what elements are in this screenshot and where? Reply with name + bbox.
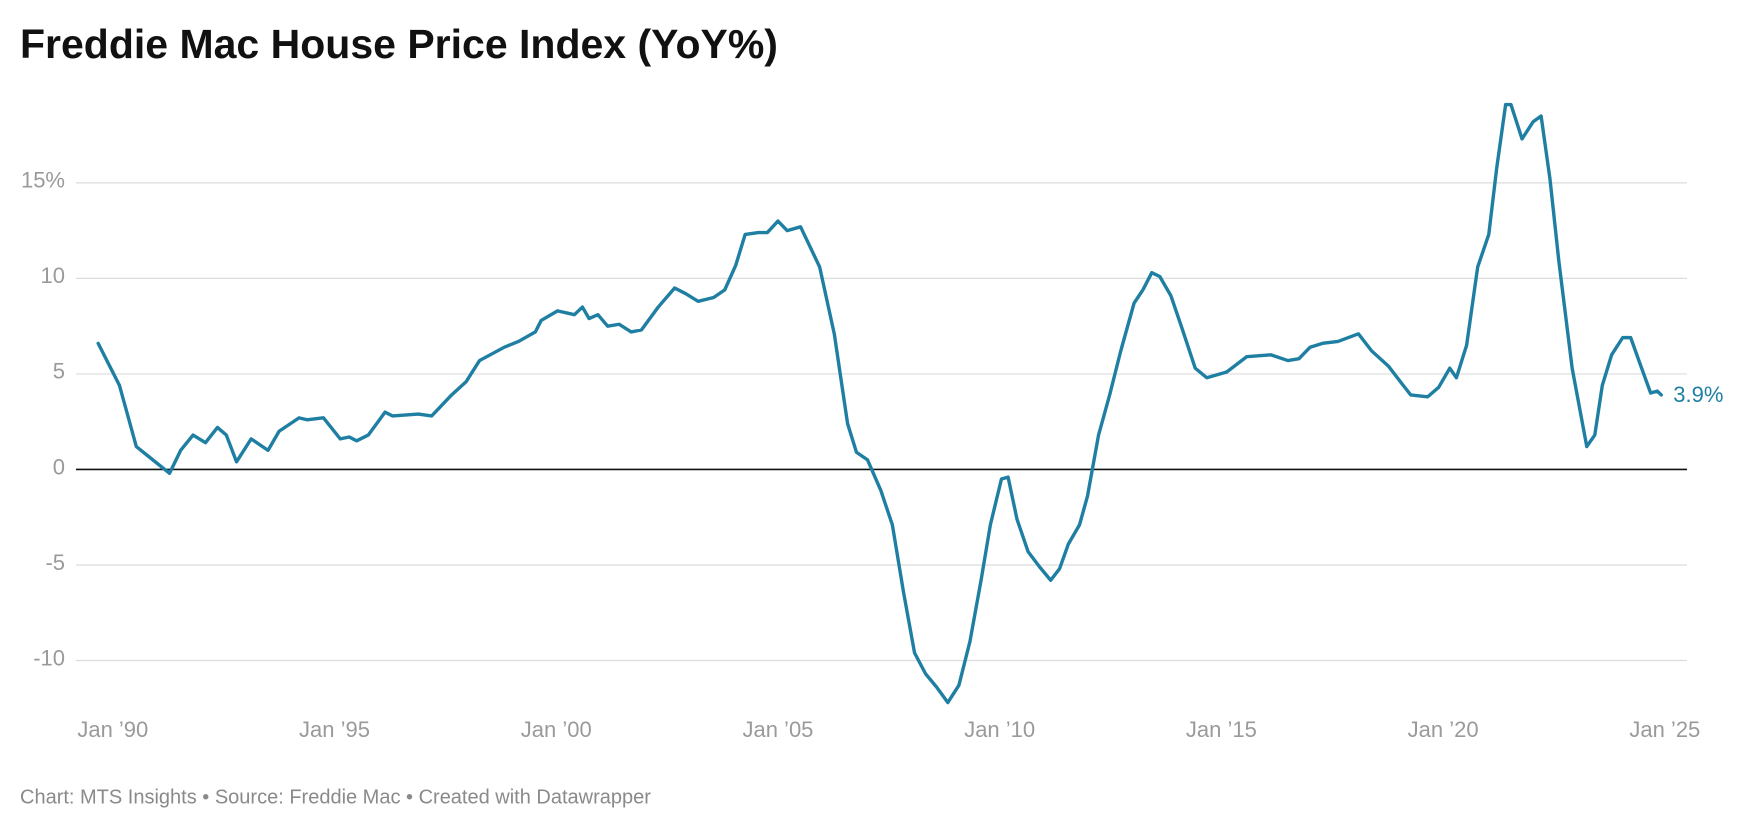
series-line xyxy=(96,102,1663,705)
y-tick-label: 15% xyxy=(21,168,65,193)
x-tick-label: Jan ’10 xyxy=(964,717,1035,742)
chart-source: Chart: MTS Insights • Source: Freddie Ma… xyxy=(20,786,651,808)
chart-title: Freddie Mac House Price Index (YoY%) xyxy=(20,21,778,67)
y-tick-label: 5 xyxy=(53,359,65,384)
x-tick-label: Jan ’20 xyxy=(1408,717,1479,742)
y-tick-label: 0 xyxy=(53,454,65,479)
x-tick-label: Jan ’25 xyxy=(1629,717,1700,742)
end-value-label: 3.9% xyxy=(1673,382,1723,407)
y-tick-label: -5 xyxy=(45,550,65,575)
x-tick-label: Jan ’15 xyxy=(1186,717,1257,742)
x-tick-label: Jan ’05 xyxy=(742,717,813,742)
x-tick-label: Jan ’00 xyxy=(521,717,592,742)
y-tick-label: 10 xyxy=(41,263,65,288)
x-tick-label: Jan ’95 xyxy=(299,717,370,742)
y-tick-label: -10 xyxy=(33,645,65,670)
x-tick-label: Jan ’90 xyxy=(77,717,148,742)
